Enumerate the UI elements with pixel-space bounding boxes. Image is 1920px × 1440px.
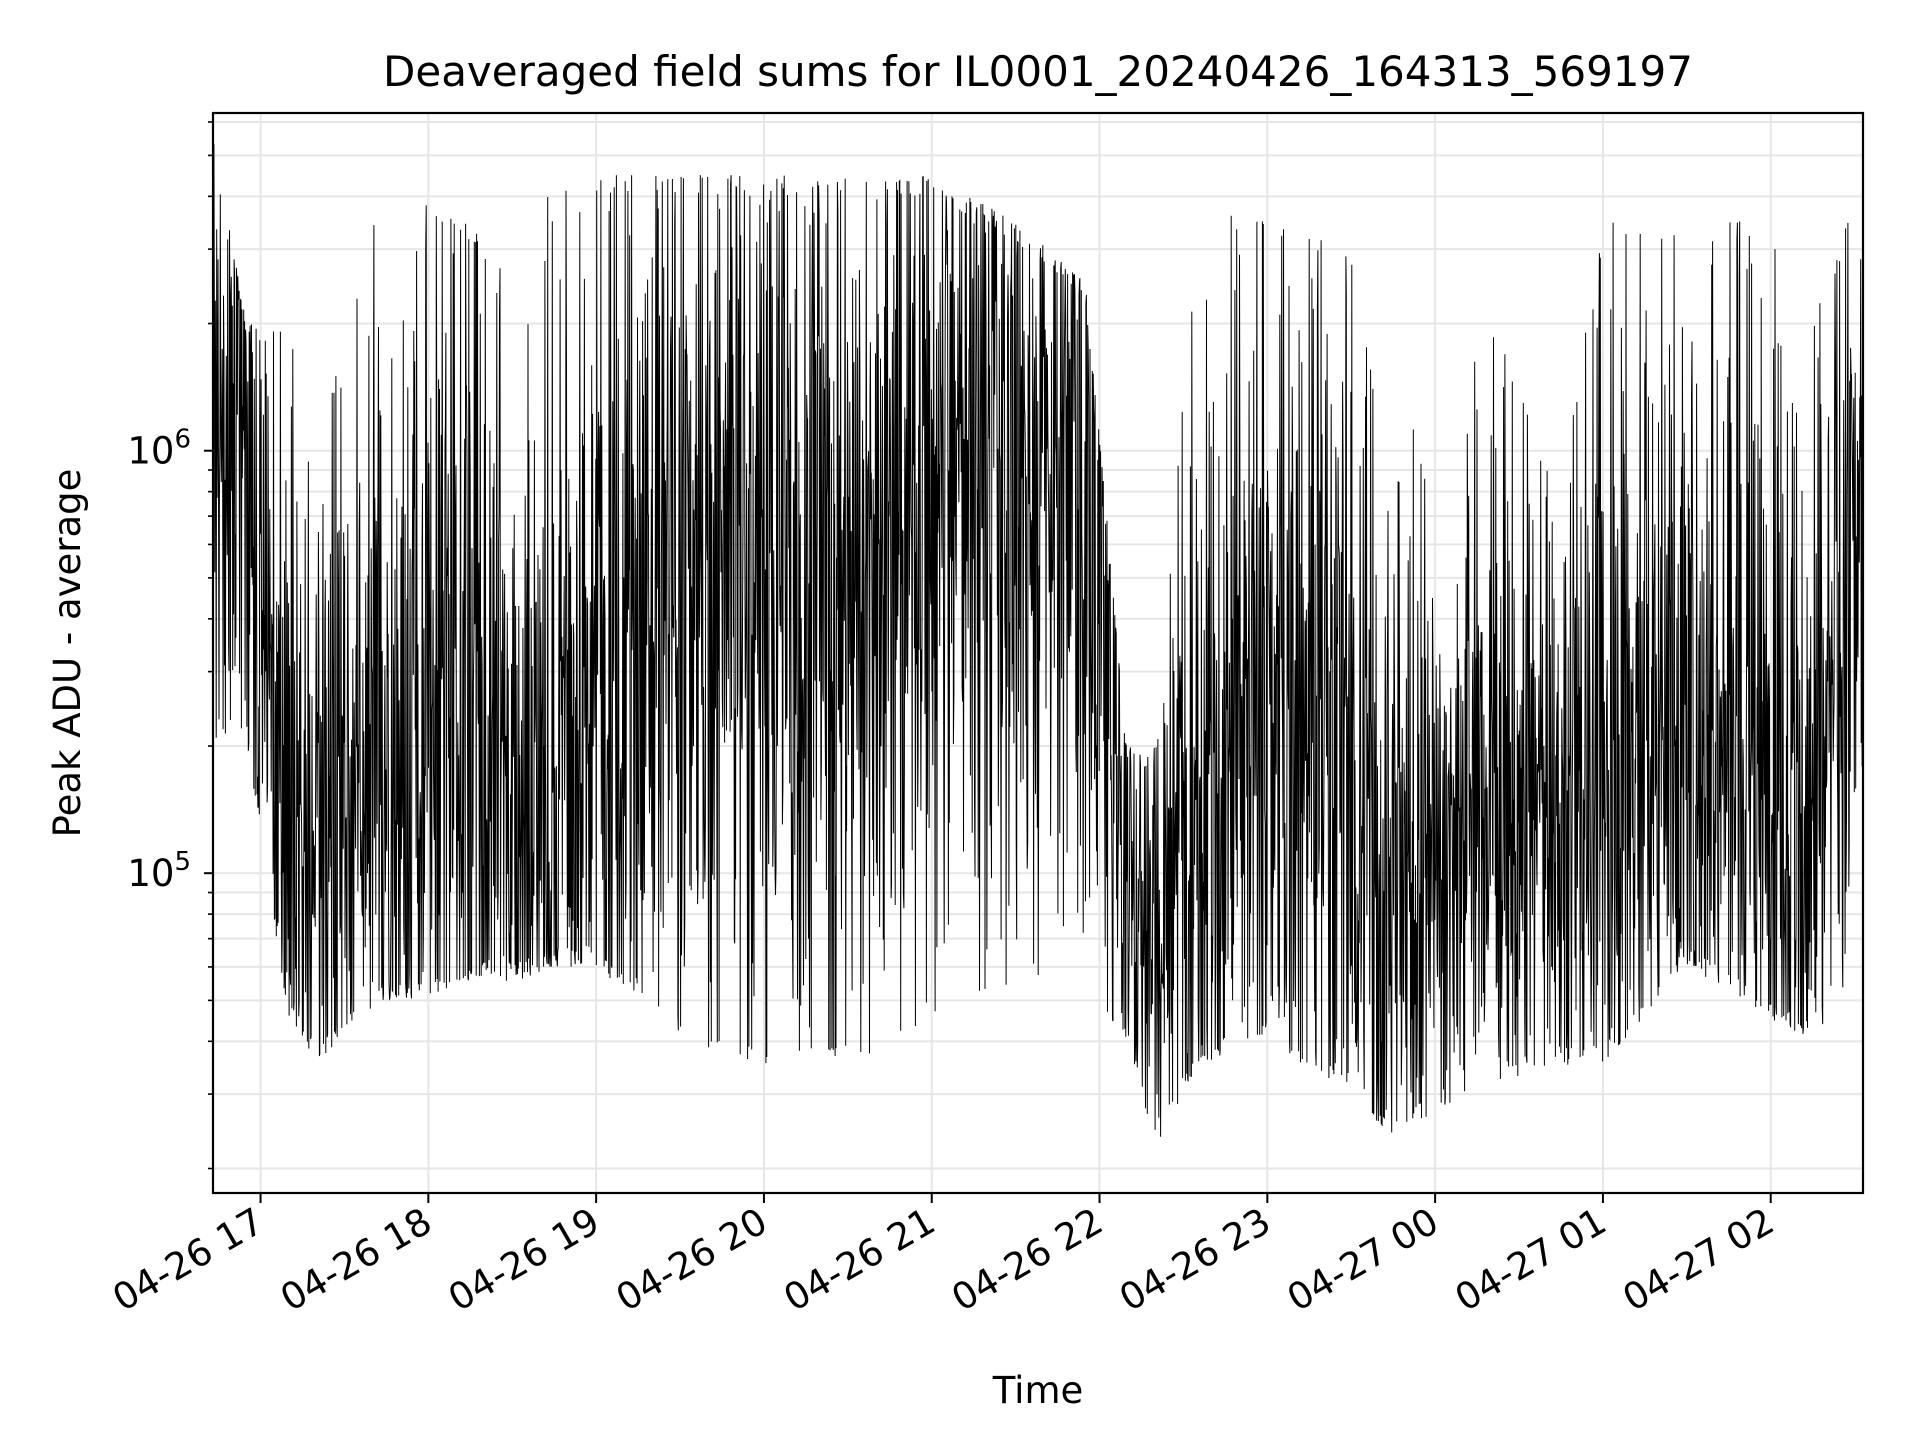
chart-title: Deaveraged field sums for IL0001_2024042… <box>383 47 1693 96</box>
y-tick-label: 106 <box>127 425 191 473</box>
plot-area <box>213 144 1863 1137</box>
x-axis-label: Time <box>992 1369 1084 1412</box>
y-axis: 105 106 <box>127 121 213 1170</box>
y-axis-label: Peak ADU - average <box>46 469 89 838</box>
series-line-peak-adu <box>213 144 1863 1137</box>
y-tick-label: 105 <box>127 847 191 895</box>
axes-frame <box>211 111 1865 1195</box>
